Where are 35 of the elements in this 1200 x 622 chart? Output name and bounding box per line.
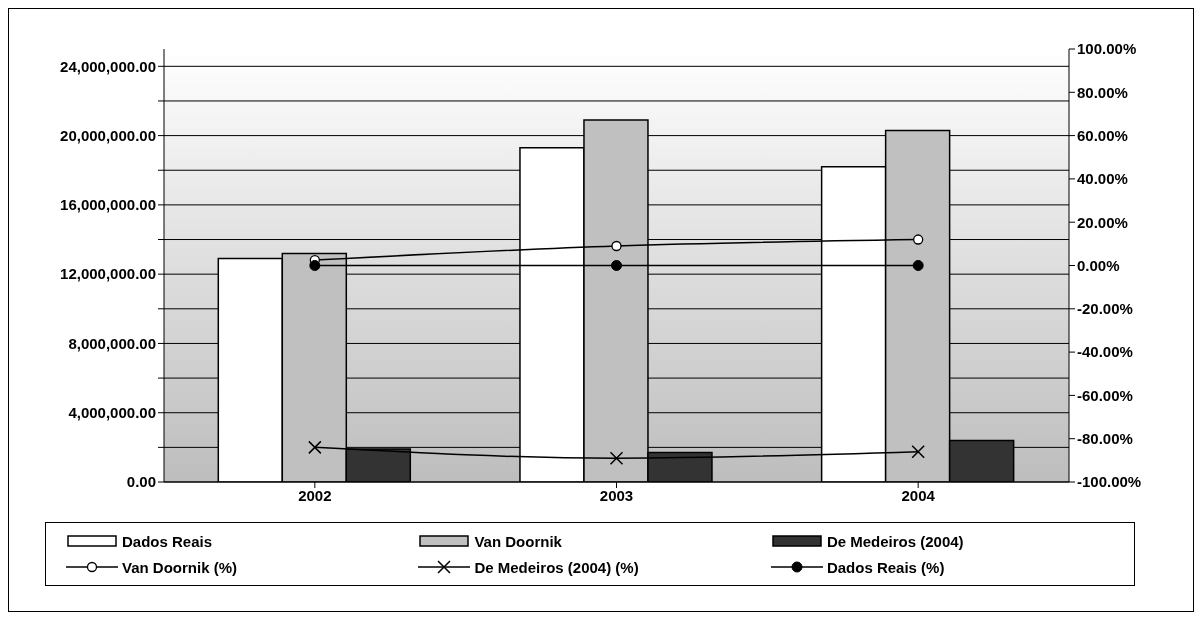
x-tick-label: 2002: [298, 486, 332, 504]
y2-tick-label: -60.00%: [1077, 386, 1133, 404]
legend-label: Dados Reais (%): [826, 558, 945, 576]
y2-tick-label: 80.00%: [1077, 83, 1128, 101]
y2-tick-label: 100.00%: [1077, 40, 1137, 58]
y2-tick-label: -40.00%: [1077, 343, 1133, 361]
point: [308, 440, 322, 455]
y-tick-label: 16,000,000.00: [60, 196, 156, 214]
x-tick-label: 2004: [901, 486, 936, 504]
point: [911, 444, 925, 459]
legend-label: Dados Reais: [122, 532, 213, 550]
legend-label: Van Doornik (%): [122, 558, 238, 576]
y-tick-label: 8,000,000.00: [68, 334, 156, 352]
y-tick-label: 24,000,000.00: [60, 57, 156, 75]
y2-tick-label: 20.00%: [1077, 213, 1128, 231]
point: [611, 240, 622, 252]
legend-label: De Medeiros (2004) (%): [474, 558, 639, 576]
point: [611, 260, 622, 271]
y-tick-label: 12,000,000.00: [60, 265, 156, 283]
y2-tick-label: -100.00%: [1077, 473, 1142, 491]
y2-tick-label: 60.00%: [1077, 126, 1128, 144]
y-tick-label: 4,000,000.00: [68, 404, 156, 422]
legend-label: De Medeiros (2004): [826, 532, 964, 550]
y2-tick-label: 40.00%: [1077, 170, 1128, 188]
y2-tick-label: -20.00%: [1077, 300, 1133, 318]
y-tick-label: 0.00: [126, 473, 156, 491]
y-tick-label: 20,000,000.00: [60, 126, 156, 144]
point: [309, 260, 321, 271]
legend-label: Van Doornik: [474, 532, 562, 550]
x-tick-label: 2003: [599, 486, 634, 504]
point: [609, 451, 624, 465]
point: [913, 234, 924, 245]
point: [912, 260, 924, 271]
y2-tick-label: -80.00%: [1077, 430, 1133, 448]
y2-tick-label: 0.00%: [1077, 256, 1120, 274]
